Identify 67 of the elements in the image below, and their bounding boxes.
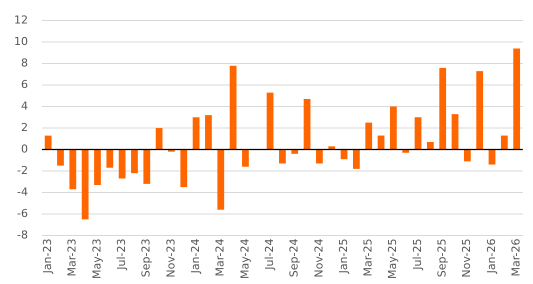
bar [143,150,150,184]
y-tick-label: 2 [20,120,28,134]
bar [118,150,126,179]
x-tick-label: Mar-25 [362,238,375,277]
bar [69,150,76,190]
bar [452,114,458,150]
y-tick-label: 8 [20,56,28,70]
bar [402,150,410,153]
x-tick-label: May-23 [90,238,104,279]
y-tick-label: 10 [14,34,28,48]
bar [365,122,372,150]
x-tick-label: Jul-25 [410,238,424,271]
bar [57,150,64,166]
bar [476,71,484,150]
bar [378,136,384,150]
bar [464,150,471,162]
bar [426,142,434,150]
x-tick-label: Mar-23 [66,238,79,277]
x-tick-label: Nov-23 [164,238,178,278]
y-tick-label: -4 [17,185,28,198]
bar [304,99,310,150]
bar [131,150,138,174]
x-tick-label: Jul-23 [114,238,128,271]
bar [513,48,520,150]
x-tick-label: Jan-24 [188,238,202,274]
y-tick-label: 12 [14,13,28,26]
bar [106,150,114,168]
x-tick-label: Mar-24 [214,238,227,277]
bar [44,136,52,150]
y-tick-label: 4 [20,99,28,112]
x-tick-label: Sep-24 [288,238,301,278]
bar [316,150,323,164]
bar [500,136,508,150]
x-tick-label: Sep-23 [140,238,153,278]
x-tick-label: May-25 [386,238,400,279]
bar [94,150,101,185]
x-tick-label: Jan-23 [41,238,54,274]
bar [242,150,249,167]
bar [230,66,236,150]
bar [192,117,200,150]
bar [156,128,163,150]
y-tick-label: 6 [20,78,28,91]
bar [279,150,286,164]
y-tick-label: -2 [17,164,28,177]
y-tick-label: -8 [17,228,28,242]
bar [205,115,212,150]
x-tick-label: Sep-25 [436,238,449,278]
bar [353,150,360,169]
bar [180,150,188,188]
bar [414,117,422,150]
bar [217,150,224,210]
bar [82,150,89,220]
x-tick-label: Nov-24 [312,238,326,278]
bar [340,150,348,160]
bar [488,150,496,165]
x-tick-label: Jan-25 [336,238,350,274]
bar [390,106,397,150]
x-tick-label: Nov-25 [460,238,474,278]
y-tick-label: 0 [20,142,28,156]
x-tick-label: Mar-26 [510,238,523,277]
y-tick-label: -6 [17,206,28,220]
bar [291,150,298,154]
bar [439,68,446,150]
x-tick-label: Jan-26 [484,238,498,274]
x-tick-label: May-24 [238,238,252,279]
x-tick-label: Jul-24 [262,238,276,271]
bar [266,92,274,150]
